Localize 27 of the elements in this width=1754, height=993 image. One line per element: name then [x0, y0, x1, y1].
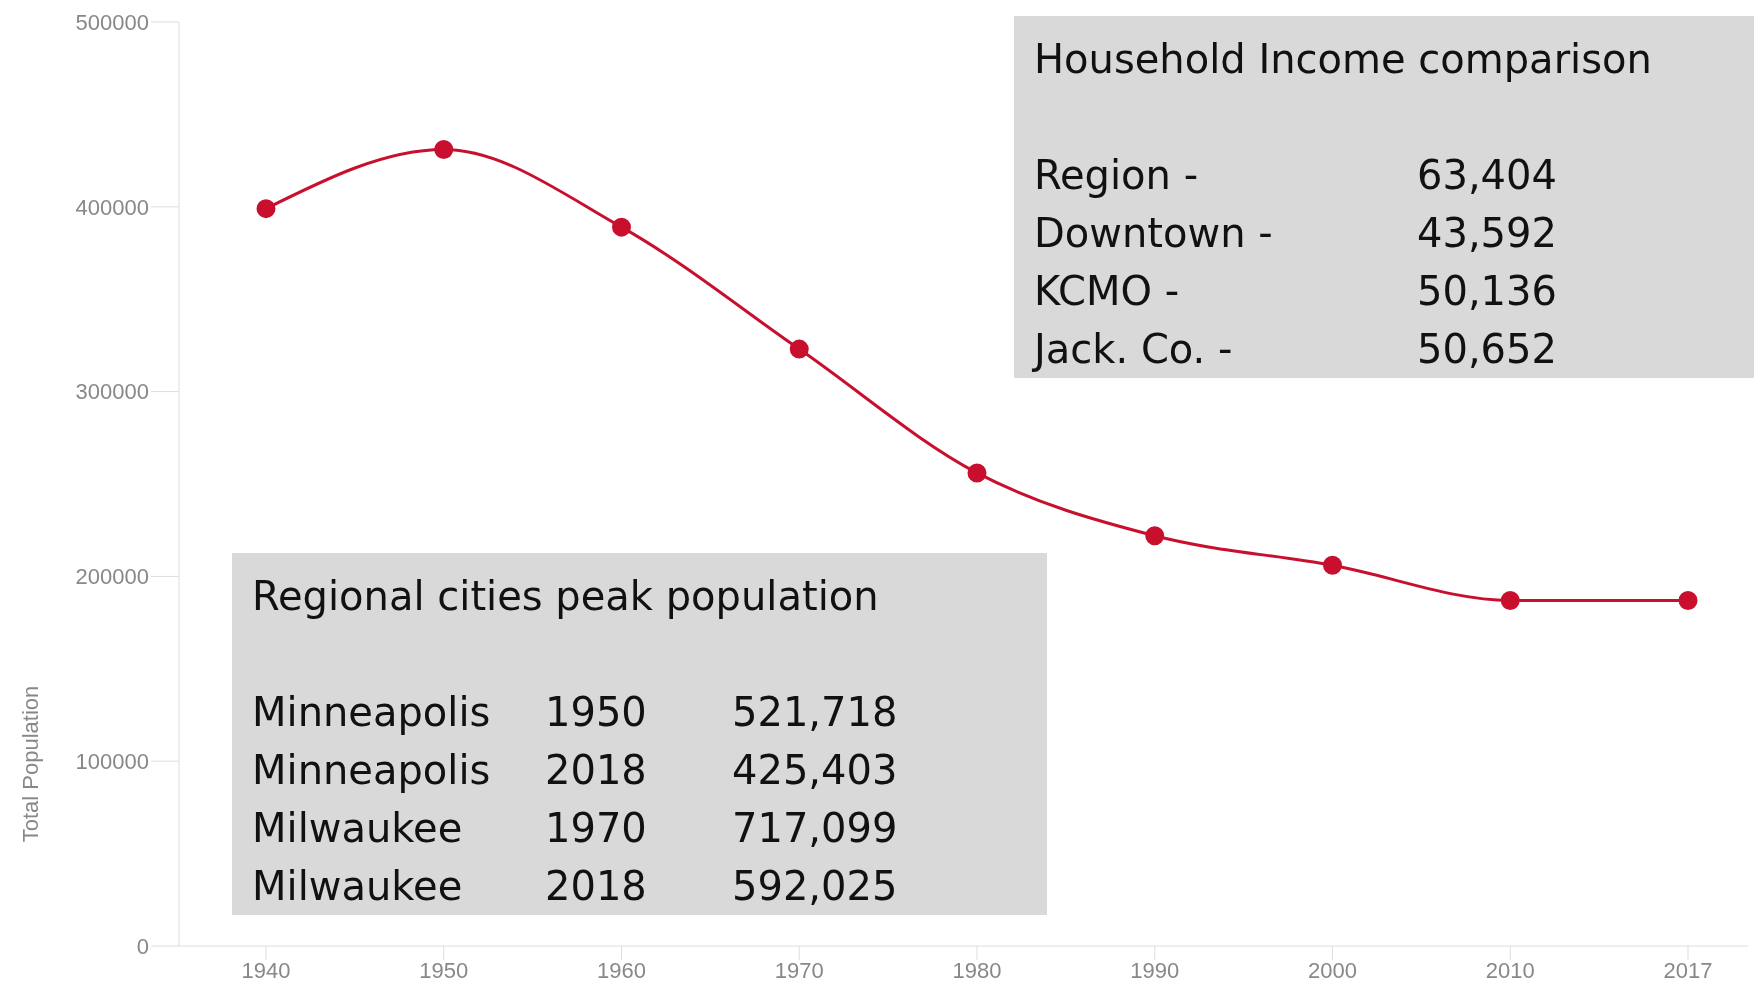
y-tick-label: 100000: [75, 749, 149, 775]
x-tick-label: 1960: [597, 957, 646, 983]
point: [612, 217, 631, 237]
x-tick-label: 1990: [1130, 957, 1180, 983]
text-box: Household Income comparison Region - 63,404 Downtown - 43,592 KCMO - 50,136 Jack. Co. - 50,652: [1014, 16, 1754, 378]
point: [789, 339, 809, 359]
point: [1500, 590, 1520, 610]
x-tick-label: 2000: [1308, 957, 1357, 983]
x-tick-label: 1940: [241, 957, 291, 983]
x-tick-label: 2017: [1663, 957, 1713, 983]
x-tick-label: 1980: [952, 957, 1002, 983]
y-tick-label: 400000: [75, 194, 149, 220]
x-tick-label: 2010: [1485, 957, 1535, 983]
point: [1678, 590, 1698, 610]
x-tick-label: 1950: [419, 957, 469, 983]
y-tick-label: 0: [136, 933, 149, 959]
y-tick-label: 500000: [75, 9, 149, 35]
point: [1323, 555, 1342, 575]
y-axis-title: Total Population: [17, 685, 43, 843]
y-tick-label: 200000: [75, 564, 149, 590]
point: [434, 140, 454, 160]
point: [967, 463, 987, 483]
point: [1145, 526, 1165, 546]
point: [256, 199, 276, 219]
text-box: Regional cities peak population Minneapolis 1950 521,718 Minneapolis 2018 425,403 Milwaukee 1970 717,099 Milwaukee 2018 592,025: [232, 553, 1047, 915]
y-tick-label: 300000: [75, 379, 149, 405]
x-tick-label: 1970: [774, 957, 824, 983]
